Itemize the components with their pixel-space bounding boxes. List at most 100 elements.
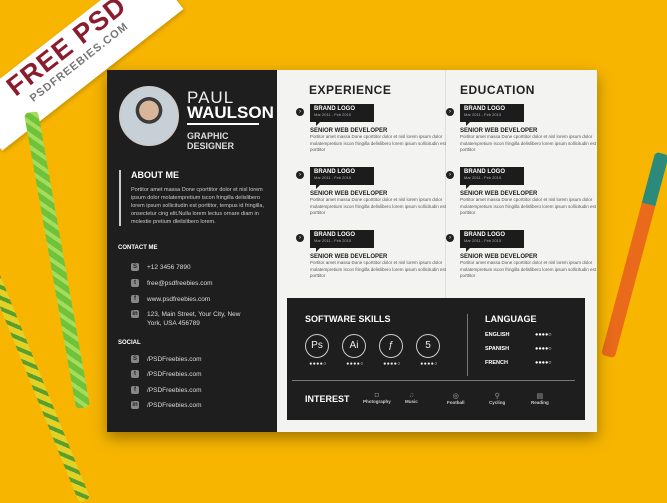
entry-description: Portitor amet massa Done cporttitor dolo… (460, 134, 597, 152)
entry-role: SENIOR WEB DEVELOPER (310, 128, 388, 134)
resume-sidebar: PAUL WAULSON GRAPHIC DESIGNER ABOUT ME P… (107, 70, 277, 432)
entry-role: SENIOR WEB DEVELOPER (310, 191, 388, 197)
facebook-icon: f (131, 295, 139, 303)
brand-logo-box: BRAND LOGO Mar 2011 - Feb 2015 (310, 167, 374, 189)
brand-name: BRAND LOGO (314, 232, 355, 238)
interest-divider (292, 380, 575, 381)
entry-dates: Mar 2011 - Feb 2015 (464, 112, 502, 117)
contact-item: t free@psdfreebies.com (131, 279, 247, 288)
first-name: PAUL (187, 88, 235, 107)
entry-role: SENIOR WEB DEVELOPER (460, 254, 538, 260)
arrow-right-icon: › (296, 234, 304, 242)
interest-label: Reading (531, 400, 549, 405)
language-rating: ●●●●○ (535, 360, 552, 366)
language-item: FRENCH ●●●●○ (485, 360, 565, 366)
bicycle-icon: ⚲ (494, 393, 500, 400)
language-heading: LANGUAGE (485, 314, 537, 324)
interest-heading: INTEREST (305, 394, 350, 404)
social-text: /PSDFreebies.com (147, 356, 202, 363)
contact-item: f www.psdfreebies.com (131, 295, 247, 304)
software-skill: Ai ●●●●○ (342, 334, 368, 367)
brand-logo-box: BRAND LOGO Mar 2011 - Feb 2015 (460, 167, 524, 189)
interest-label: Music (405, 399, 418, 404)
arrow-right-icon: › (446, 108, 454, 116)
flash-icon: ƒ (379, 334, 403, 358)
photoshop-icon: Ps (305, 334, 329, 358)
job-title: GRAPHIC DESIGNER (187, 131, 235, 151)
name-divider (187, 123, 259, 125)
language-name: ENGLISH (485, 332, 510, 338)
brand-logo-box: BRAND LOGO Mar 2011 - Feb 2015 (310, 104, 374, 126)
social-item: f/PSDFreebies.com (131, 386, 247, 395)
entry-description: Portitor amet massa Done cporttitor dolo… (310, 197, 447, 215)
entry-description: Portitor amet massa Done cporttitor dolo… (460, 197, 597, 215)
contact-text: 123, Main Street, Your City, New York, U… (147, 311, 241, 327)
profile-photo (119, 86, 179, 146)
brand-logo-box: BRAND LOGO Mar 2011 - Feb 2015 (460, 104, 524, 126)
illustrator-icon: Ai (342, 334, 366, 358)
language-item: SPANISH ●●●●○ (485, 346, 565, 352)
contact-item: in 123, Main Street, Your City, New York,… (131, 310, 247, 328)
column-divider (445, 70, 446, 298)
interest-item: ⚲ Cycling (489, 392, 505, 405)
arrow-right-icon: › (446, 171, 454, 179)
social-text: /PSDFreebies.com (147, 402, 202, 409)
interest-label: Photography (363, 399, 391, 404)
skype-icon: S (131, 355, 139, 363)
skill-rating: ●●●●○ (346, 361, 364, 367)
education-entry: › BRAND LOGO Mar 2011 - Feb 2015 SENIOR WEB… (446, 104, 600, 154)
linkedin-icon: in (131, 401, 139, 409)
skills-heading: SOFTWARE SKILLS (305, 314, 391, 324)
brand-name: BRAND LOGO (464, 169, 505, 175)
facebook-icon: f (131, 386, 139, 394)
football-icon: ◎ (452, 393, 459, 400)
camera-icon: ◘ (374, 392, 379, 399)
arrow-right-icon: › (296, 171, 304, 179)
brand-logo-box: BRAND LOGO Mar 2011 - Feb 2015 (310, 230, 374, 252)
brand-logo-box: BRAND LOGO Mar 2011 - Feb 2015 (460, 230, 524, 252)
language-name: FRENCH (485, 360, 508, 366)
about-section: ABOUT ME Portitor amet massa Done cportt… (119, 170, 269, 226)
orange-pencil (601, 151, 667, 359)
social-item: S/PSDFreebies.com (131, 355, 247, 364)
social-text: /PSDFreebies.com (147, 387, 202, 394)
skills-divider (467, 314, 468, 376)
linkedin-icon: in (131, 310, 139, 318)
entry-description: Portitor amet massa Done cporttitor dolo… (310, 260, 447, 278)
experience-entry: › BRAND LOGO Mar 2011 - Feb 2015 SENIOR WEB… (296, 104, 450, 154)
experience-heading: EXPERIENCE (309, 83, 392, 97)
resume-sheet: PAUL WAULSON GRAPHIC DESIGNER ABOUT ME P… (107, 70, 597, 432)
education-heading: EDUCATION (460, 83, 535, 97)
interest-label: Football (447, 400, 465, 405)
about-heading: ABOUT ME (131, 170, 179, 180)
language-rating: ●●●●○ (535, 346, 552, 352)
social-heading: SOCIAL (118, 340, 141, 346)
experience-entry: › BRAND LOGO Mar 2011 - Feb 2015 SENIOR WEB… (296, 167, 450, 217)
music-icon: ♫ (408, 392, 414, 399)
entry-description: Portitor amet massa Done cporttitor dolo… (460, 260, 597, 278)
twitter-icon: t (131, 370, 139, 378)
book-icon: ▤ (536, 393, 544, 400)
twitter-icon: t (131, 279, 139, 287)
skills-panel: SOFTWARE SKILLS Ps ●●●●○ Ai ●●●●○ ƒ ●●●●○ 5 ●●●… (287, 298, 585, 420)
entry-dates: Mar 2011 - Feb 2015 (464, 238, 502, 243)
about-text: Portitor amet massa Done cporttitor dolo… (131, 187, 264, 225)
software-skill: Ps ●●●●○ (305, 334, 331, 367)
entry-role: SENIOR WEB DEVELOPER (310, 254, 388, 260)
education-entry: › BRAND LOGO Mar 2011 - Feb 2015 SENIOR WEB… (446, 167, 600, 217)
entry-role: SENIOR WEB DEVELOPER (460, 128, 538, 134)
entry-dates: Mar 2011 - Feb 2015 (314, 112, 352, 117)
skill-rating: ●●●●○ (383, 361, 401, 367)
software-skill: 5 ●●●●○ (416, 334, 442, 367)
contact-text: free@psdfreebies.com (147, 280, 213, 287)
language-name: SPANISH (485, 346, 510, 352)
arrow-right-icon: › (446, 234, 454, 242)
entry-dates: Mar 2011 - Feb 2015 (314, 175, 352, 180)
experience-entry: › BRAND LOGO Mar 2011 - Feb 2015 SENIOR WEB… (296, 230, 450, 280)
social-item: t/PSDFreebies.com (131, 370, 247, 379)
skill-rating: ●●●●○ (420, 361, 438, 367)
contact-item: S +12 3456 7890 (131, 263, 247, 272)
contact-text: www.psdfreebies.com (147, 296, 211, 303)
language-rating: ●●●●○ (535, 332, 552, 338)
entry-dates: Mar 2011 - Feb 2015 (464, 175, 502, 180)
